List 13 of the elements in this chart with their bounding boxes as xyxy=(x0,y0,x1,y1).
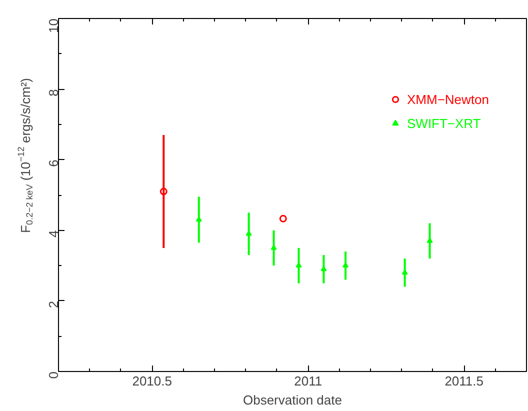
x-tick-label: 2011.5 xyxy=(444,374,484,388)
y-tick-label: 2 xyxy=(46,300,61,308)
x-tick-label: 2010.5 xyxy=(132,374,172,388)
y-tick-label: 8 xyxy=(46,89,61,96)
legend-label: SWIFT−XRT xyxy=(407,116,481,130)
y-tick-label: 4 xyxy=(46,230,61,238)
y-tick-label: 0 xyxy=(46,371,61,379)
y-tick-label: 6 xyxy=(46,160,61,167)
y-tick-label: 10 xyxy=(46,18,61,33)
x-tick-label: 2011 xyxy=(294,374,322,388)
legend-label: XMM−Newton xyxy=(407,92,489,106)
y-axis-title: F0.2−2 keV (10−12 ergs/s/cm²) xyxy=(16,78,34,233)
x-axis-title: Observation date xyxy=(243,392,342,408)
